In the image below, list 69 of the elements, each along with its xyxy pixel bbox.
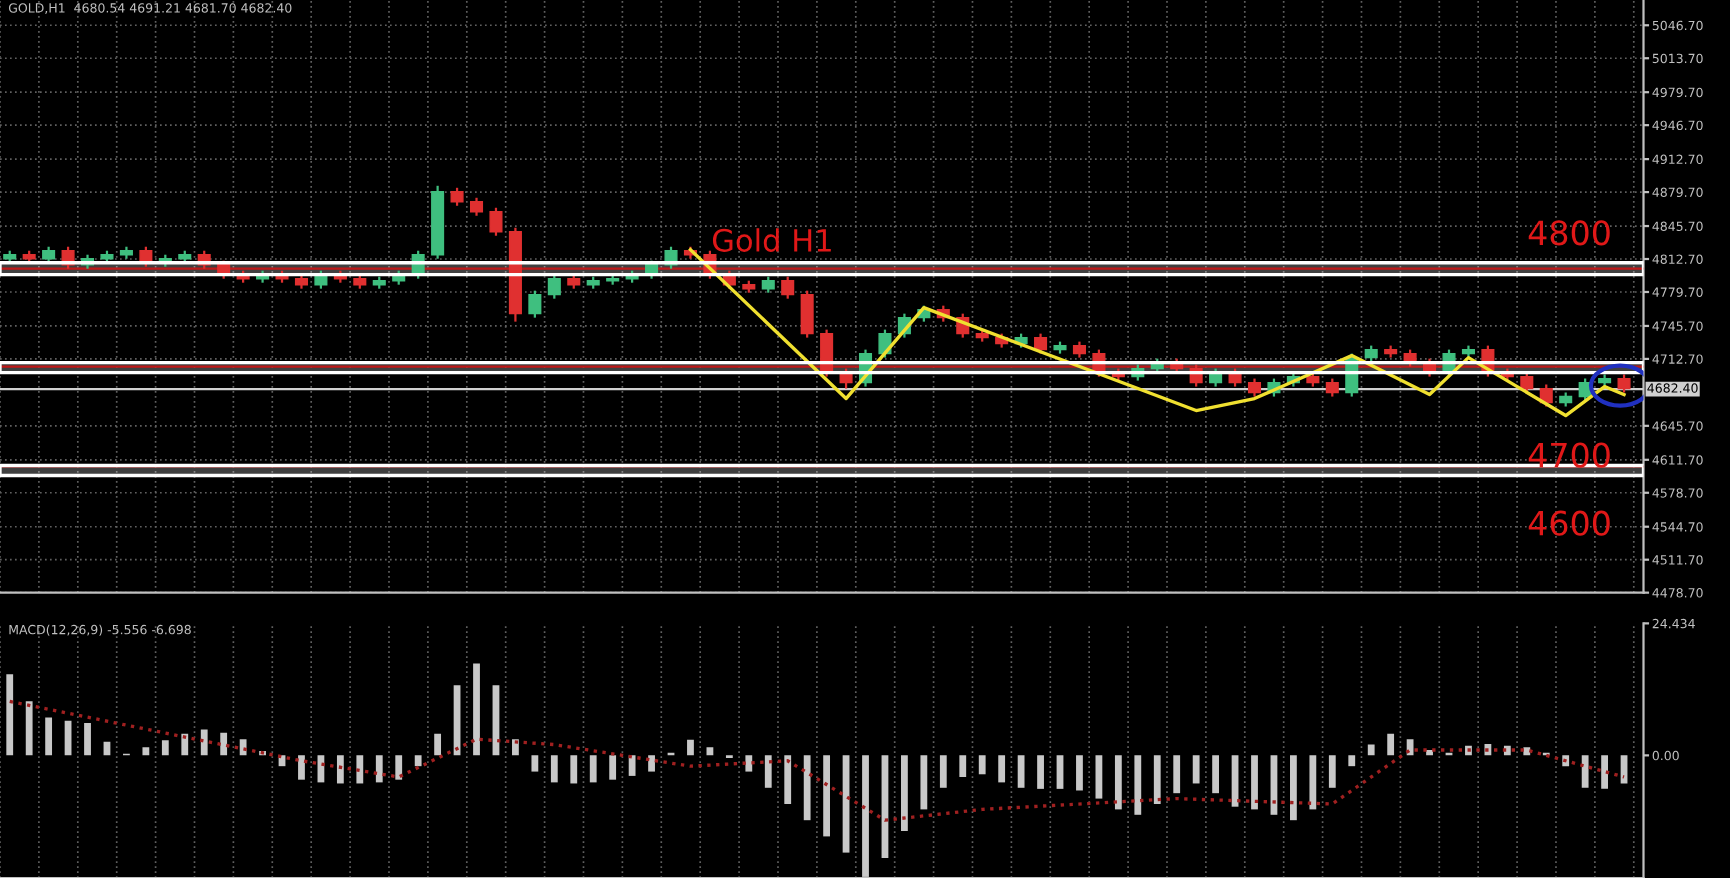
bar	[1095, 755, 1103, 799]
line-series	[8, 699, 1626, 822]
bar	[1212, 755, 1220, 794]
bar	[998, 755, 1006, 783]
bar	[220, 732, 228, 756]
candlestick	[1520, 371, 1534, 394]
bar	[550, 755, 558, 783]
bar	[803, 755, 811, 821]
bar	[6, 674, 14, 756]
bar	[920, 755, 928, 810]
bar	[1114, 755, 1122, 810]
bar	[1192, 755, 1200, 784]
bar	[298, 755, 305, 780]
bar	[142, 747, 150, 756]
bar	[1076, 755, 1083, 791]
bar	[570, 755, 578, 784]
bar	[823, 755, 831, 837]
annotation: 4800	[1528, 220, 1610, 246]
bar	[25, 701, 33, 756]
annotation: 4700	[1528, 442, 1610, 468]
bar	[939, 755, 947, 788]
bar	[84, 722, 91, 756]
bar	[628, 755, 636, 776]
bar	[1581, 755, 1589, 788]
bar	[1523, 747, 1531, 756]
bar	[1601, 755, 1608, 789]
bar	[395, 755, 403, 780]
bar	[764, 755, 772, 788]
bar	[648, 755, 655, 772]
candlestick	[547, 273, 561, 300]
bar	[200, 729, 208, 756]
bar	[609, 755, 617, 780]
candlestick	[781, 275, 795, 300]
bar	[356, 755, 364, 784]
bar	[1251, 755, 1258, 810]
candlestick	[528, 289, 542, 319]
bar	[161, 740, 169, 756]
bar	[1153, 755, 1161, 804]
bar	[1328, 755, 1336, 788]
bar	[1367, 744, 1375, 756]
bar	[414, 755, 422, 767]
bar	[1387, 733, 1395, 756]
bar	[45, 717, 53, 756]
annotation: 4600	[1528, 510, 1610, 536]
annotation: Gold H1	[712, 228, 831, 252]
candlestick	[800, 289, 814, 339]
candlestick	[1034, 332, 1048, 355]
bar	[1017, 755, 1025, 788]
bar	[978, 755, 986, 775]
candlestick	[489, 206, 503, 237]
bar	[1173, 755, 1181, 794]
bar	[434, 733, 442, 756]
bar	[375, 755, 383, 783]
bar	[531, 755, 539, 772]
bar	[784, 755, 792, 804]
bar	[959, 755, 967, 777]
bar	[1037, 755, 1044, 789]
bar	[901, 755, 908, 831]
bar	[336, 755, 344, 784]
bar	[589, 755, 597, 783]
bar	[687, 739, 694, 756]
bar	[473, 663, 480, 756]
bar	[745, 755, 753, 772]
bar	[1406, 739, 1414, 756]
bar	[181, 733, 189, 756]
bar	[1348, 755, 1356, 767]
bar	[1309, 755, 1317, 810]
bar	[1290, 755, 1297, 821]
bar	[1134, 755, 1142, 815]
